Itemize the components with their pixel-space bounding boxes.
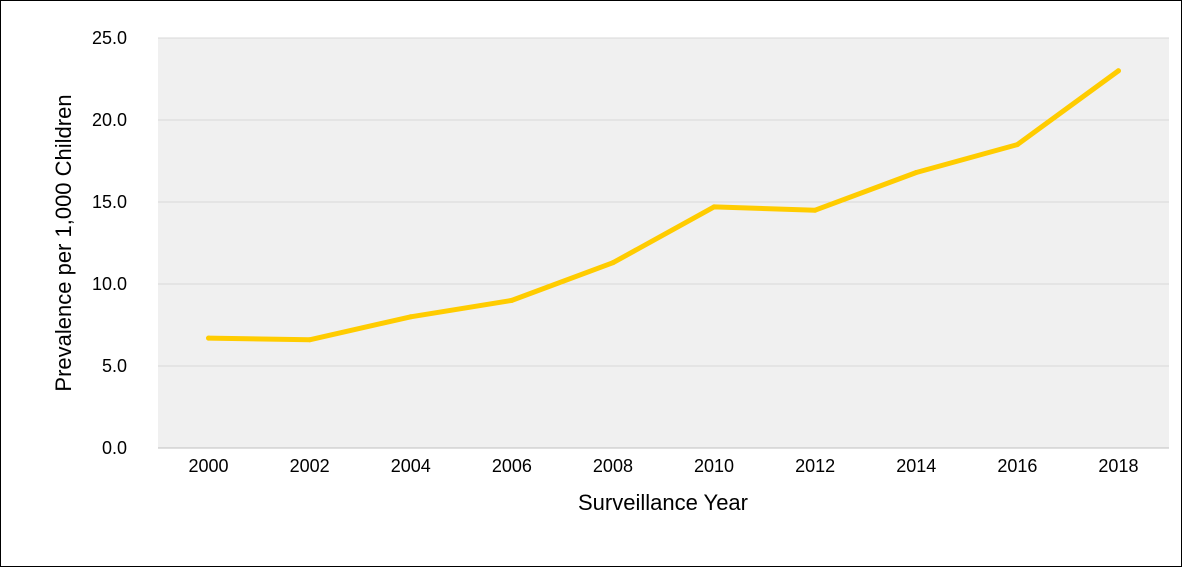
y-axis-ticks: 0.0 5.0 10.0 15.0 20.0 25.0 <box>92 28 127 458</box>
x-tick-label: 2008 <box>593 456 633 476</box>
data-point-2010 <box>711 204 717 210</box>
x-tick-label: 2014 <box>896 456 936 476</box>
x-tick-label: 2012 <box>795 456 835 476</box>
y-tick-label: 0.0 <box>102 438 127 458</box>
x-tick-label: 2006 <box>492 456 532 476</box>
data-point-2018 <box>1115 68 1121 74</box>
x-axis-title: Surveillance Year <box>578 490 748 515</box>
series-line-0 <box>206 68 1121 343</box>
y-axis-title: Prevalence per 1,000 Children <box>51 94 76 391</box>
data-point-2006 <box>509 297 515 303</box>
x-tick-label: 2018 <box>1098 456 1138 476</box>
data-point-2004 <box>408 314 414 320</box>
data-point-2012 <box>812 207 818 213</box>
x-tick-label: 2016 <box>997 456 1037 476</box>
y-tick-label: 5.0 <box>102 356 127 376</box>
data-point-2000 <box>206 335 212 341</box>
y-tick-label: 20.0 <box>92 110 127 130</box>
data-point-2014 <box>913 169 919 175</box>
series-group <box>206 68 1121 343</box>
x-tick-label: 2000 <box>189 456 229 476</box>
data-point-2002 <box>307 337 313 343</box>
x-axis-ticks: 2000 2002 2004 2006 2008 2010 2012 2014 2016 2018 <box>189 456 1139 476</box>
plot-area-background <box>158 38 1169 448</box>
x-tick-label: 2004 <box>391 456 431 476</box>
x-tick-label: 2002 <box>290 456 330 476</box>
y-tick-label: 10.0 <box>92 274 127 294</box>
data-point-2008 <box>610 260 616 266</box>
x-tick-label: 2010 <box>694 456 734 476</box>
y-tick-label: 25.0 <box>92 28 127 48</box>
gridlines <box>158 37 1169 367</box>
y-tick-label: 15.0 <box>92 192 127 212</box>
data-point-2016 <box>1014 142 1020 148</box>
